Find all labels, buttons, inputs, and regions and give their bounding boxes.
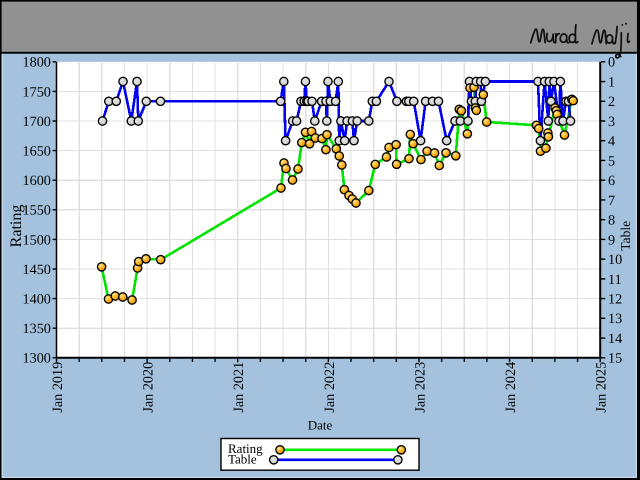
svg-text:Table: Table: [228, 452, 257, 467]
svg-text:1650: 1650: [23, 144, 51, 160]
svg-text:Jan 2025: Jan 2025: [594, 362, 610, 413]
svg-text:11: 11: [608, 272, 622, 288]
svg-text:4: 4: [608, 134, 615, 150]
svg-text:1400: 1400: [23, 292, 51, 308]
svg-text:12: 12: [608, 292, 622, 308]
svg-text:1350: 1350: [23, 321, 51, 337]
svg-text:Jan 2023: Jan 2023: [413, 362, 429, 413]
svg-text:7: 7: [608, 193, 615, 209]
svg-text:Rating: Rating: [8, 205, 25, 248]
svg-text:1550: 1550: [23, 203, 51, 219]
svg-text:13: 13: [608, 311, 622, 327]
svg-text:8: 8: [608, 213, 615, 229]
svg-text:6: 6: [608, 173, 615, 189]
svg-text:1600: 1600: [23, 173, 51, 189]
svg-text:Jan 2021: Jan 2021: [231, 362, 247, 413]
svg-text:1750: 1750: [23, 84, 51, 100]
svg-text:Date: Date: [308, 418, 333, 433]
svg-text:1450: 1450: [23, 262, 51, 278]
svg-text:1700: 1700: [23, 114, 51, 130]
svg-text:1800: 1800: [23, 55, 51, 71]
svg-text:Table: Table: [618, 221, 633, 251]
svg-text:Jan 2022: Jan 2022: [322, 362, 338, 413]
svg-text:Jan 2020: Jan 2020: [141, 362, 157, 413]
svg-text:Rating: Rating: [228, 441, 263, 456]
svg-text:1300: 1300: [23, 351, 51, 367]
svg-text:15: 15: [608, 351, 622, 367]
svg-text:9: 9: [608, 232, 615, 248]
svg-text:1: 1: [608, 74, 615, 90]
svg-text:Jan 2024: Jan 2024: [503, 362, 519, 413]
svg-text:14: 14: [608, 331, 622, 347]
svg-text:1500: 1500: [23, 232, 51, 248]
svg-text:3: 3: [608, 114, 615, 130]
svg-text:0: 0: [608, 55, 615, 71]
svg-text:Jan 2019: Jan 2019: [50, 362, 66, 413]
svg-text:10: 10: [608, 252, 622, 268]
svg-text:2: 2: [608, 94, 615, 110]
svg-text:5: 5: [608, 153, 615, 169]
